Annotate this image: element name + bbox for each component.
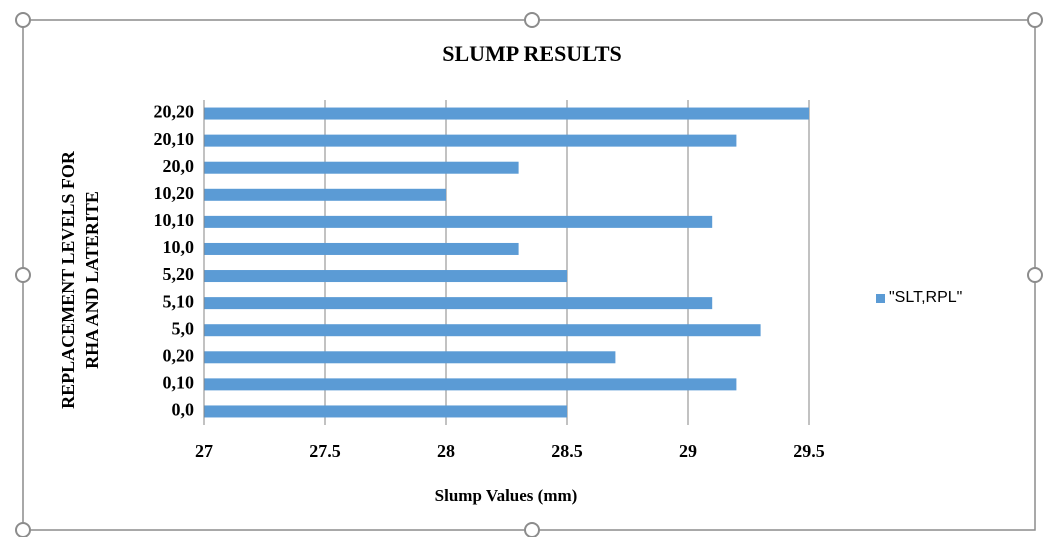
legend-label: "SLT,RPL": [889, 289, 962, 306]
x-tick-label: 29.5: [793, 441, 825, 461]
bar: [204, 324, 761, 337]
bar: [204, 188, 446, 201]
y-tick-label: 20,20: [154, 102, 195, 122]
y-tick-label: 0,10: [163, 373, 195, 393]
bar: [204, 215, 713, 228]
bar: [204, 378, 737, 391]
handle[interactable]: [524, 522, 540, 537]
x-tick-label: 27: [195, 441, 213, 461]
x-tick-label: 29: [679, 441, 697, 461]
y-tick-label: 0,20: [163, 345, 195, 365]
bar: [204, 161, 519, 174]
bar: [204, 134, 737, 147]
legend-swatch: [876, 294, 885, 303]
y-axis-label: RHA AND LATERITE: [82, 191, 102, 369]
handle[interactable]: [1027, 267, 1043, 283]
bar: [204, 107, 809, 120]
bar: [204, 242, 519, 255]
y-tick-label: 20,0: [163, 156, 195, 176]
bar: [204, 351, 616, 364]
chart-title: SLUMP RESULTS: [442, 41, 622, 66]
y-axis-label: REPLACEMENT LEVELS FOR: [58, 150, 78, 409]
resize-handles[interactable]: [15, 12, 1043, 537]
y-tick-label: 20,10: [154, 129, 195, 149]
bar: [204, 297, 713, 310]
x-tick-label: 27.5: [309, 441, 341, 461]
y-tick-label: 10,20: [154, 183, 195, 203]
y-tick-label: 10,10: [154, 210, 195, 230]
handle[interactable]: [15, 12, 31, 28]
x-axis-label: Slump Values (mm): [435, 486, 578, 505]
bar: [204, 270, 567, 283]
bar: [204, 405, 567, 418]
x-tick-label: 28.5: [551, 441, 583, 461]
y-tick-label: 5,0: [172, 318, 195, 338]
y-tick-label: 10,0: [163, 237, 195, 257]
handle[interactable]: [524, 12, 540, 28]
handle[interactable]: [15, 267, 31, 283]
y-tick-label: 5,20: [163, 264, 195, 284]
handle[interactable]: [15, 522, 31, 537]
x-tick-label: 28: [437, 441, 455, 461]
handle[interactable]: [1027, 12, 1043, 28]
y-tick-label: 0,0: [172, 400, 195, 420]
y-tick-label: 5,10: [163, 291, 195, 311]
